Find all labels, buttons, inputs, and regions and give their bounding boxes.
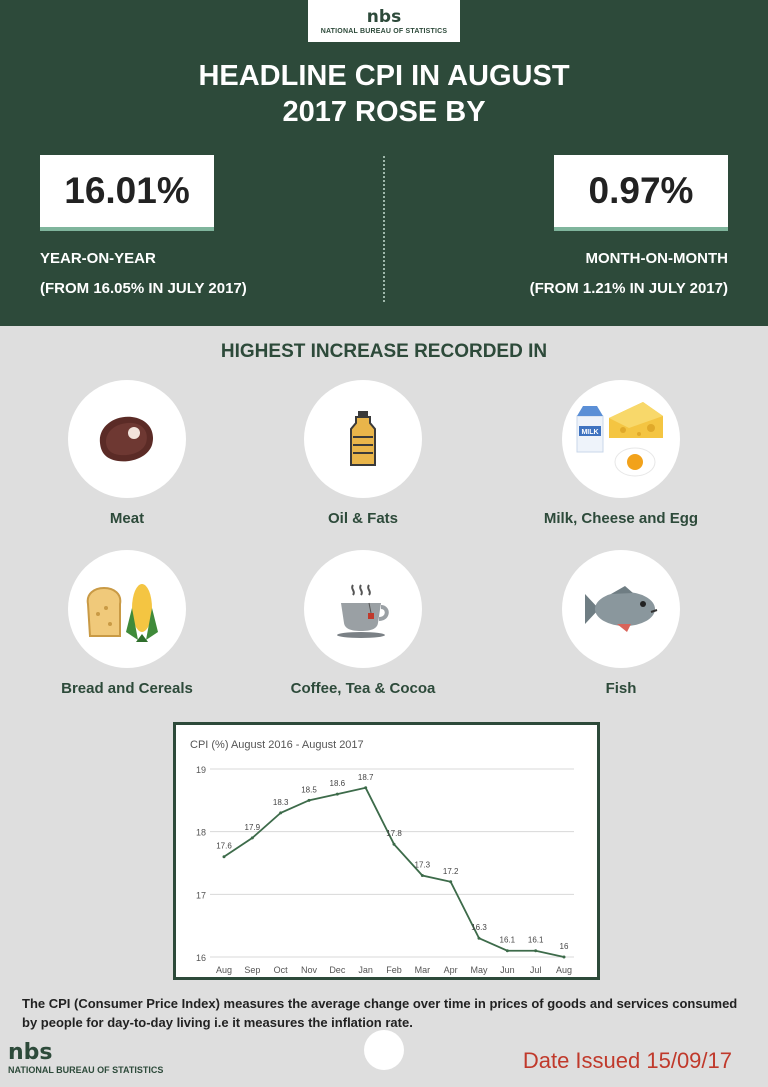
section-title: HIGHEST INCREASE RECORDED IN [220,341,548,362]
x-tick-label: Aug [216,965,232,975]
data-point [505,949,509,953]
y-tick-label: 16 [196,953,206,963]
fish-icon [562,550,680,668]
x-tick-label: Mar [415,965,431,975]
mom-value-box: 0.97% [554,155,728,231]
category-label: Fish [605,680,637,697]
x-tick-label: Jan [358,965,373,975]
x-tick-label: May [470,965,488,975]
data-label: 17.6 [216,842,232,851]
y-tick-label: 18 [196,828,206,838]
cpi-chart: CPI (%) August 2016 - August 2017 16 17 18… [173,722,600,980]
data-label: 16.1 [500,936,516,945]
milk-cheese-egg-icon: MILK [562,380,680,498]
yoy-label-block: YEAR-ON-YEAR (FROM 16.05% IN JULY 2017) [40,244,247,304]
x-tick-label: Feb [386,965,402,975]
data-label: 17.8 [386,829,402,838]
category-label: Meat [109,510,145,527]
data-label: 16.3 [471,923,487,932]
bread-corn-icon [68,550,186,668]
data-label: 18.7 [358,773,374,782]
chart-title: CPI (%) August 2016 - August 2017 [190,739,364,751]
category-label: Coffee, Tea & Cocoa [290,680,436,697]
data-label: 16 [560,942,569,951]
decorative-circle [364,1030,404,1070]
milk-carton-label: MILK [581,429,598,436]
x-tick-label: Sep [244,965,260,975]
headline-line-1: HEADLINE CPI IN AUGUST [198,60,570,92]
data-point [279,811,283,815]
data-label: 16.1 [528,936,544,945]
x-tick-label: Aug [556,965,572,975]
y-tick-label: 17 [196,890,206,900]
mom-sub: (FROM 1.21% IN JULY 2017) [529,280,728,297]
data-point [364,786,368,790]
x-tick-label: Nov [301,965,318,975]
x-tick-label: Jul [530,965,542,975]
header-panel: nbs NATIONAL BUREAU OF STATISTICS HEADLI… [0,0,768,326]
mom-label: MONTH-ON-MONTH [585,250,728,267]
data-label: 17.2 [443,867,459,876]
oil-bottle-icon [304,380,422,498]
y-tick-label: 19 [196,765,206,775]
data-point [250,836,254,840]
yoy-label: YEAR-ON-YEAR [40,250,156,267]
yoy-value-box: 16.01% [40,155,214,231]
x-tick-label: Dec [329,965,346,975]
footer-logo: nbs NATIONAL BUREAU OF STATISTICS [8,1040,163,1075]
category-label: Bread and Cereals [61,680,193,697]
nbs-logo: nbs NATIONAL BUREAU OF STATISTICS [308,0,460,42]
mom-label-block: MONTH-ON-MONTH (FROM 1.21% IN JULY 2017) [530,244,728,304]
cpi-line-chart: 16 17 18 19 Aug Sep Oct Nov Dec Jan Feb Mar Apr May Ju… [196,765,574,975]
data-point [534,949,538,953]
footer-logo-name: NATIONAL BUREAU OF STATISTICS [8,1065,164,1075]
category-milk-cheese-egg: MILK Milk, Cheese and Egg [516,380,726,527]
headline-line-2: 2017 ROSE BY [282,96,486,128]
data-point [307,798,311,802]
data-label: 17.3 [415,861,431,870]
footer-logo-mark: nbs [8,1040,53,1065]
category-meat: Meat [22,380,232,527]
x-tick-label: Oct [274,965,289,975]
data-label: 18.3 [273,798,289,807]
cpi-series-line [223,786,565,958]
tea-cup-icon [304,550,422,668]
steak-icon [68,380,186,498]
category-label: Oil & Fats [327,510,398,527]
data-point [562,955,566,959]
x-tick-label: Apr [444,965,458,975]
category-bread-cereals: Bread and Cereals [22,550,232,697]
data-point [449,880,453,884]
data-point [477,936,481,940]
yoy-value: 16.01% [64,170,190,211]
category-coffee-tea-cocoa: Coffee, Tea & Cocoa [258,550,468,697]
data-point [420,874,424,878]
data-label: 17.9 [245,823,261,832]
data-label: 18.5 [301,785,317,794]
data-point [392,842,396,846]
cpi-definition: The CPI (Consumer Price Index) measures … [22,996,738,1030]
category-label: Milk, Cheese and Egg [543,510,699,527]
date-issued: Date Issued 15/09/17 [522,1048,732,1073]
stat-divider [383,156,385,302]
x-tick-label: Jun [500,965,515,975]
category-oil-fats: Oil & Fats [258,380,468,527]
data-label: 18.6 [330,779,346,788]
logo-name: NATIONAL BUREAU OF STATISTICS [320,27,448,35]
data-point [222,855,226,859]
data-point [335,792,339,796]
mom-value: 0.97% [588,170,694,211]
yoy-sub: (FROM 16.05% IN JULY 2017) [40,280,247,297]
headline: HEADLINE CPI IN AUGUST 2017 ROSE BY [0,58,768,130]
category-fish: Fish [516,550,726,697]
logo-mark: nbs [366,6,402,27]
